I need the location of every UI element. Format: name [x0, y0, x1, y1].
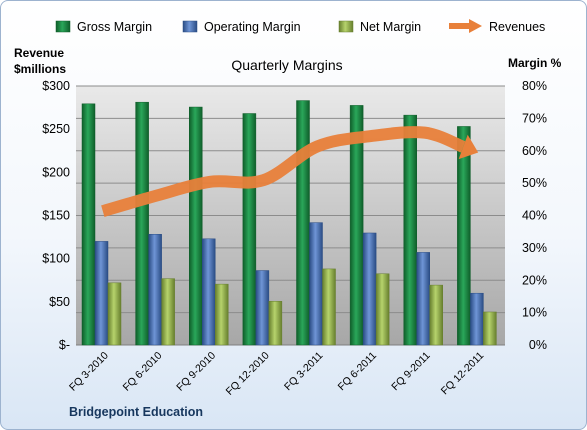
legend-item-gross-margin: Gross Margin [55, 20, 152, 34]
x-tick-label: FQ 3-2010 [67, 350, 111, 394]
revenue-arrow-head [458, 134, 479, 160]
gross-margin-bar [81, 103, 96, 346]
legend-swatch-gross-margin [55, 20, 71, 33]
x-tick-label: FQ 3-2011 [282, 350, 326, 394]
gross-margin-bar [135, 101, 149, 346]
left-axis-title-line2: $millions [14, 62, 66, 76]
right-tick-label: 10% [522, 306, 547, 320]
operating-margin-bar [309, 222, 323, 346]
left-tick-label: $300 [42, 79, 70, 93]
legend-swatch-net-margin [338, 20, 354, 33]
x-tick-label: FQ 9-2010 [174, 350, 218, 394]
gross-margin-bar [457, 126, 471, 346]
right-tick-label: 20% [522, 273, 547, 287]
legend-label-net-margin: Net Margin [360, 20, 421, 34]
net-margin-bar [107, 282, 122, 346]
legend-item-operating-margin: Operating Margin [182, 20, 301, 34]
bars [81, 100, 497, 346]
net-margin-bar [375, 273, 390, 346]
operating-margin-bar [416, 252, 430, 346]
revenue-line-path [101, 126, 466, 217]
right-tick-label: 70% [522, 111, 547, 125]
left-tick-label: $250 [42, 122, 70, 136]
x-tick-label: FQ 6-2011 [336, 350, 380, 394]
x-tick-label: FQ 12-2010 [224, 350, 272, 398]
left-tick-label: $200 [42, 165, 70, 179]
left-tick-label: $- [59, 338, 70, 352]
left-tick-label: $100 [42, 252, 70, 266]
gross-margin-bar [403, 114, 417, 346]
x-tick-label: FQ 6-2010 [121, 350, 165, 394]
legend-item-net-margin: Net Margin [338, 20, 421, 34]
right-axis-title: Margin % [508, 56, 562, 70]
net-margin-bar [161, 278, 175, 346]
net-margin-bar [429, 284, 443, 346]
operating-margin-bar [148, 234, 162, 346]
company-label: Bridgepoint Education [69, 405, 203, 419]
legend-label-gross-margin: Gross Margin [77, 20, 152, 34]
x-tick-label: FQ 12-2011 [439, 350, 487, 398]
right-axis-ticks: 0% 10% 20% 30% 40% 50% 60% 70% 80% [522, 79, 547, 352]
gross-margin-bar [349, 105, 364, 346]
left-axis-ticks: $- $50 $100 $150 $200 $250 $300 [42, 79, 70, 352]
gross-margin-bar [242, 113, 257, 346]
net-margin-bar [322, 268, 336, 346]
right-tick-label: 30% [522, 241, 547, 255]
right-tick-label: 50% [522, 176, 547, 190]
x-tick-label: FQ 9-2011 [389, 350, 433, 394]
operating-margin-bar [470, 292, 484, 346]
legend-arrow-revenues [469, 19, 482, 33]
gross-margin-bar [189, 106, 203, 346]
x-axis-ticks: FQ 3-2010 FQ 6-2010 FQ 9-2010 FQ 12-2010 FQ … [67, 350, 486, 398]
legend-swatch-operating-margin [182, 20, 198, 33]
operating-margin-bar [94, 241, 109, 346]
right-tick-label: 80% [522, 79, 547, 93]
gross-margin-bar [296, 100, 310, 346]
left-tick-label: $150 [42, 209, 70, 223]
operating-margin-bar [255, 270, 270, 346]
legend-label-operating-margin: Operating Margin [204, 20, 301, 34]
right-tick-label: 0% [529, 338, 547, 352]
net-margin-bar [483, 311, 497, 346]
legend-item-revenues: Revenues [449, 19, 545, 34]
right-tick-label: 60% [522, 144, 547, 158]
chart-title: Quarterly Margins [231, 57, 342, 73]
legend-label-revenues: Revenues [489, 20, 545, 34]
net-margin-bar [215, 283, 229, 346]
legend: Gross Margin Operating Margin Net Margin… [55, 19, 545, 34]
revenue-line [101, 126, 479, 217]
operating-margin-bar [202, 238, 216, 346]
net-margin-bar [268, 301, 283, 346]
operating-margin-bar [362, 232, 377, 346]
right-tick-label: 40% [522, 209, 547, 223]
left-tick-label: $50 [49, 295, 70, 309]
left-axis-title-line1: Revenue [14, 46, 64, 60]
